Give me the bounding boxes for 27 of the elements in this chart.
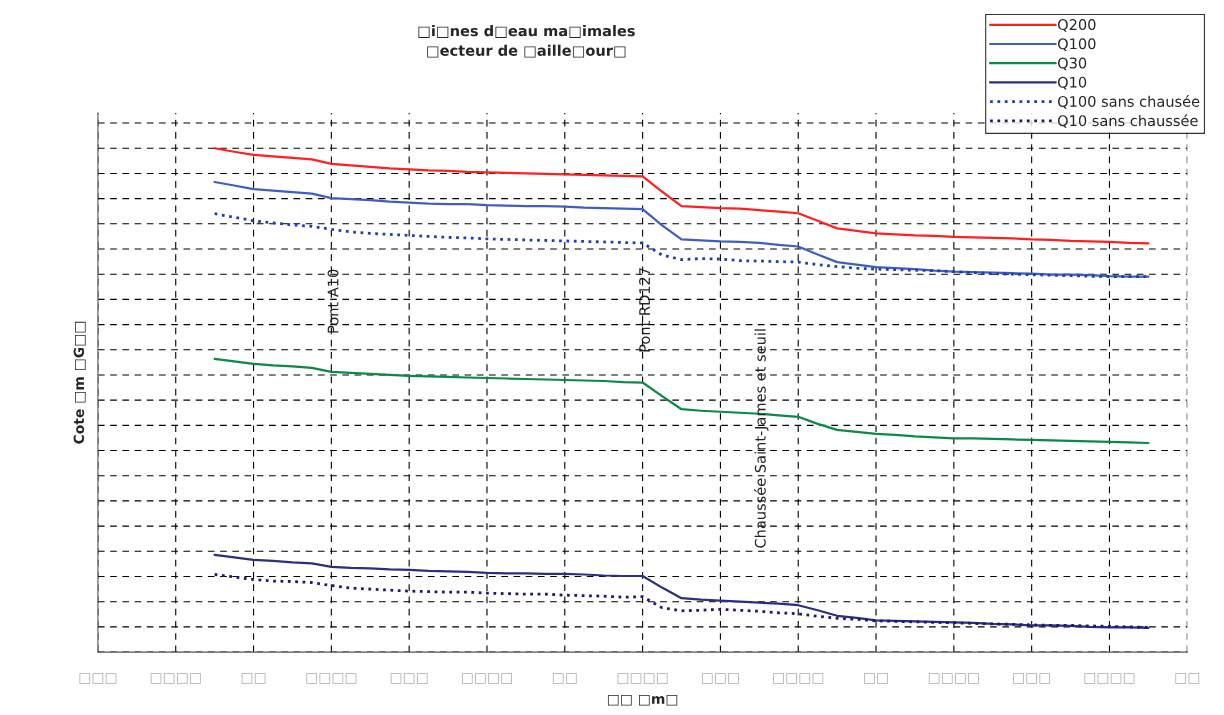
x-tick-label: □□□□ bbox=[461, 673, 512, 684]
x-tick-label: □□□ bbox=[390, 673, 428, 684]
legend-label: Q100 bbox=[1057, 38, 1096, 51]
annotation: Pont RD127 bbox=[639, 268, 651, 352]
legend-label: Q10 sans chaussée bbox=[1057, 114, 1198, 128]
legend-label: Q10 bbox=[1057, 76, 1087, 90]
x-axis-title: □□ □m□ bbox=[607, 694, 678, 706]
x-tick-label: □□□ bbox=[79, 673, 117, 684]
annotation: Pont A10 bbox=[327, 269, 339, 333]
x-tick-label: □□□ bbox=[1013, 673, 1051, 684]
x-tick-label: □□ bbox=[1175, 673, 1200, 684]
x-tick-label: □□□□ bbox=[928, 673, 979, 684]
x-tick-label: □□□□ bbox=[150, 673, 201, 684]
annotation: Chaussée Saint-James et seuil bbox=[753, 329, 769, 548]
x-tick-label: □□□□ bbox=[773, 673, 824, 684]
x-tick-label: □□ bbox=[241, 673, 266, 684]
x-tick-label: □□ bbox=[552, 673, 577, 684]
x-tick-label: □□□□ bbox=[617, 673, 668, 684]
x-tick-label: □□□□ bbox=[306, 673, 357, 684]
x-tick-label: □□□ bbox=[701, 673, 739, 684]
x-tick-label: □□ bbox=[864, 673, 888, 684]
legend-label: Q30 bbox=[1057, 57, 1087, 71]
legend-label: Q200 bbox=[1057, 19, 1096, 32]
x-tick-label: □□□□ bbox=[1084, 673, 1135, 684]
legend-label: Q100 sans chausée bbox=[1057, 95, 1200, 109]
chart-title: □i□nes d□eau ma□imales □ecteur de □aille□our□ bbox=[418, 25, 635, 58]
y-axis-title: Cote □m □G□□ bbox=[73, 321, 86, 444]
